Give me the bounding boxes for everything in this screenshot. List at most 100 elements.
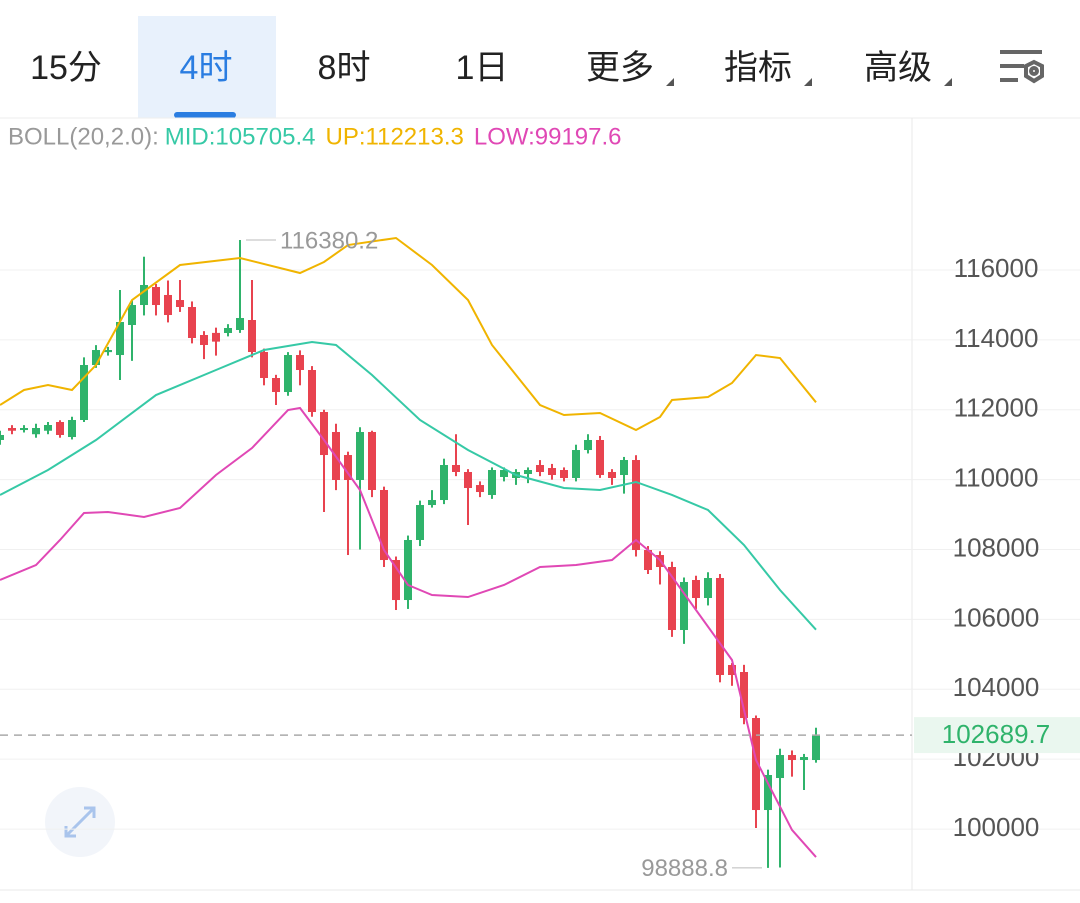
candle-body [20,428,28,431]
candle-body [116,321,124,356]
candle-body [428,500,436,506]
candle-body [260,352,268,379]
tab[interactable]: 更多 [586,49,654,87]
candle-body [608,471,616,479]
candle-body [752,718,760,811]
tab[interactable]: 15分 [30,49,102,87]
candle-body [176,300,184,308]
candle-body [620,460,628,476]
candle-body [8,428,16,431]
candle-body [320,412,328,456]
candle-body [368,431,376,490]
candle-body [440,465,448,501]
candle-body [500,470,508,477]
last-price-box [914,717,1080,754]
y-tick-label: 112000 [954,393,1039,423]
candle-body [596,439,604,476]
candle-body [776,755,784,779]
boll-line [0,340,817,631]
candle-body [812,735,820,761]
candle-body [728,665,736,676]
candle-body [32,428,40,435]
candle-body [56,421,64,435]
active-tab-underline [174,112,236,118]
candle-body [380,489,388,561]
candle-body [584,439,592,451]
dropdown-caret [944,78,952,86]
y-tick-label: 104000 [953,672,1040,702]
legend-entry: MID:105705.4 [165,123,316,150]
tab[interactable]: 高级 [864,49,932,87]
candle-body [800,757,808,761]
candle-body [680,581,688,631]
candle-body [44,425,52,431]
candle-body [716,578,724,676]
candle-body [224,328,232,334]
candle-body [452,465,460,472]
candle-body [464,471,472,489]
candle-body [308,370,316,413]
candle-body [200,334,208,345]
candle-body [644,550,652,571]
tab[interactable]: 8时 [318,49,371,87]
candle-body [788,755,796,761]
candle-body [92,350,100,366]
candle-body [668,567,676,631]
tab[interactable]: 1日 [456,49,509,87]
expand-button[interactable] [45,787,115,857]
candle-body [128,305,136,326]
candle-body [560,470,568,479]
boll-line [0,406,817,858]
y-tick-label: 110000 [954,463,1039,493]
candle-body [272,378,280,393]
candle-body [104,350,112,353]
candle-body [356,431,364,480]
candle-body [344,455,352,480]
candle-body [392,560,400,601]
y-tick-label: 108000 [953,532,1040,562]
candle-body [188,307,196,338]
candle-body [0,434,4,440]
candle-body [764,775,772,811]
candle-body [212,332,220,342]
candle-body [248,320,256,353]
candle-body [632,460,640,551]
candle-body [572,450,580,479]
y-tick-label: 100000 [953,812,1040,842]
candle-body [692,580,700,598]
dropdown-caret [666,78,674,86]
candle-body [536,465,544,472]
y-tick-label: 106000 [953,602,1040,632]
legend-entry: LOW:99197.6 [474,123,622,150]
candle-body [80,365,88,421]
candle-body [476,485,484,493]
boll-line [0,236,817,432]
low-label: 98888.8 [641,855,728,882]
candle-body [416,505,424,540]
active-tab-bg [138,16,276,118]
candle-body [704,578,712,598]
candle-body [140,284,148,306]
y-tick-label: 116000 [954,253,1039,283]
candle-body [548,468,556,476]
candle-body [488,470,496,495]
tab[interactable]: 4时 [180,49,233,87]
tab[interactable]: 指标 [724,49,792,87]
candle-body [68,420,76,438]
candle-body [164,294,172,316]
candle-body [524,470,532,474]
candle-body [740,672,748,719]
candle-body [236,318,244,330]
indicator-label: BOLL(20,2.0): [8,123,159,150]
last-price-label: 102689.7 [942,719,1050,749]
dropdown-caret [804,78,812,86]
candle-body [284,355,292,393]
candle-body [404,539,412,601]
y-tick-label: 114000 [954,323,1039,353]
candle-body [296,355,304,371]
candle-body [152,287,160,306]
settings-icon[interactable] [1000,50,1044,84]
high-label: 116380.2 [280,227,378,254]
